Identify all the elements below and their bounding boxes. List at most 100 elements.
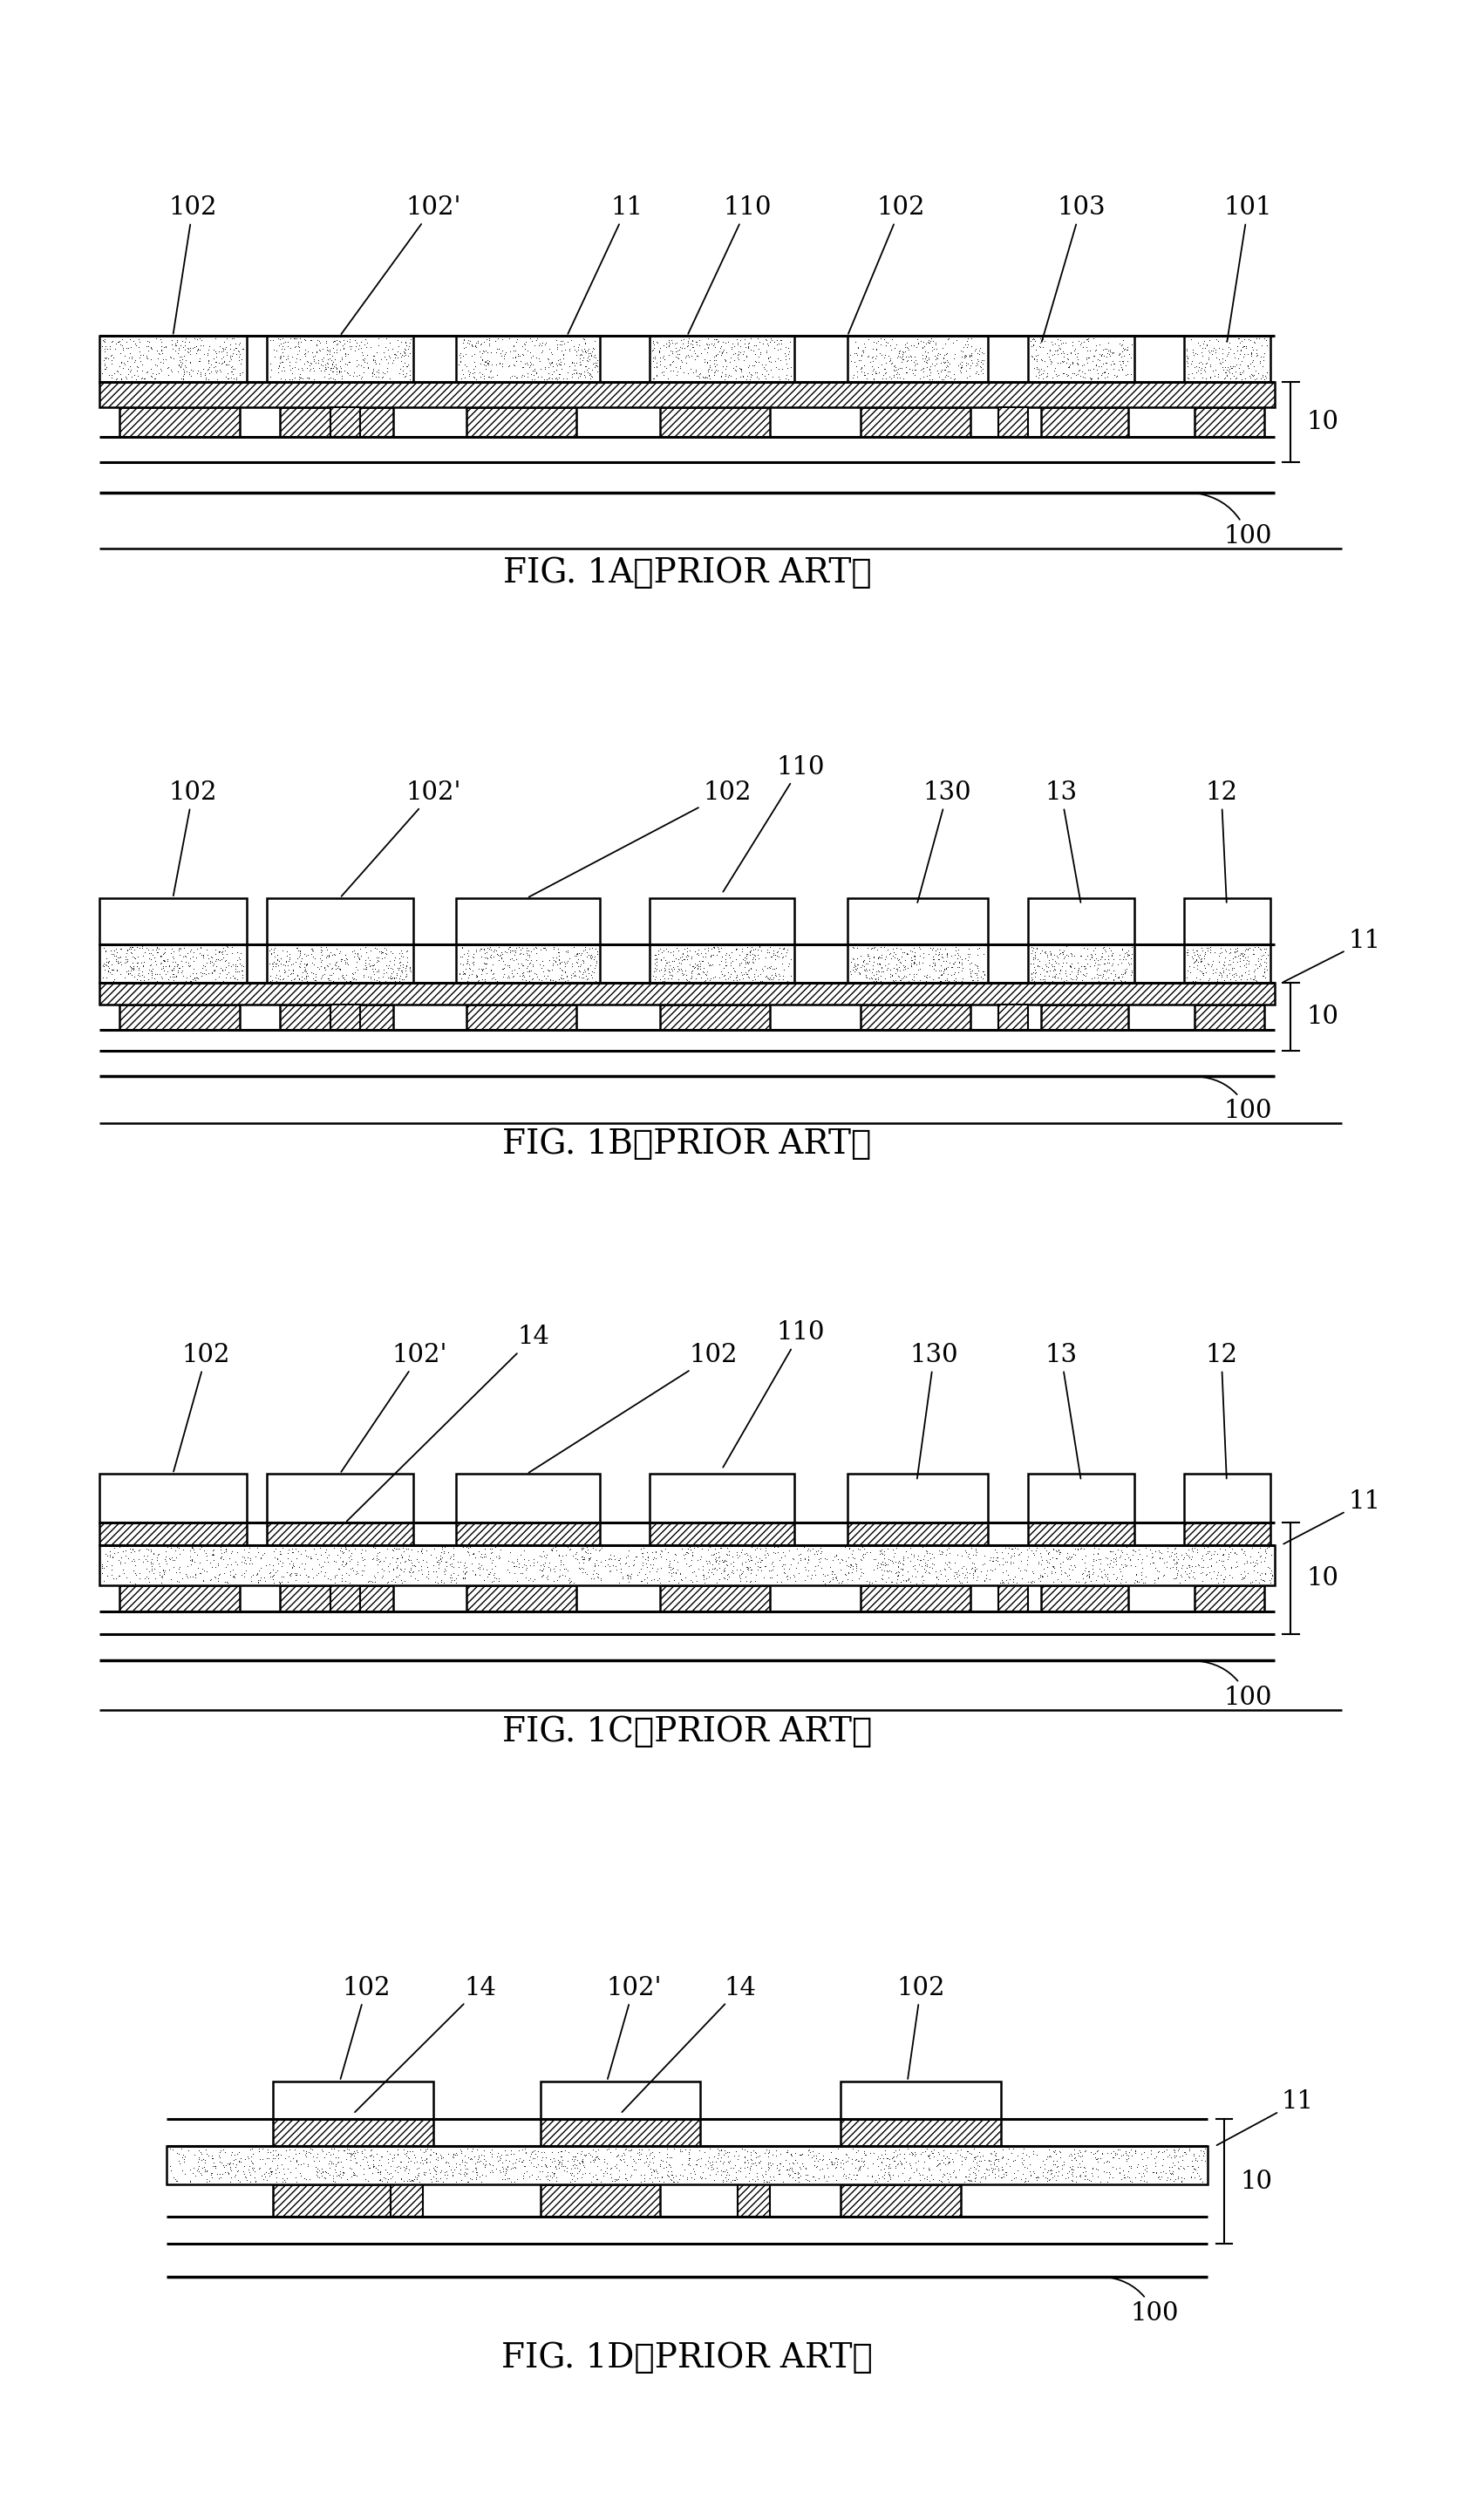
Point [749,2156,773,2196]
Point [956,1562,979,1602]
Point [1245,960,1269,1000]
Point [858,2133,881,2174]
Point [963,1534,987,1574]
Point [551,943,574,983]
Point [466,2136,490,2176]
Point [1175,935,1199,975]
Point [261,943,285,983]
Point [650,353,674,394]
Point [677,2131,700,2171]
Point [509,1552,533,1592]
Point [1034,356,1058,396]
Point [1071,2151,1095,2191]
Point [469,928,493,968]
Point [116,953,139,993]
Point [135,1537,159,1577]
Point [929,955,953,995]
Point [690,1549,714,1589]
Point [865,1547,889,1587]
Point [172,326,196,366]
Point [913,2159,936,2199]
Point [743,333,767,374]
Point [165,2161,188,2201]
Point [644,935,668,975]
Point [175,958,199,998]
Point [1233,1544,1257,1584]
Point [656,2156,680,2196]
Point [887,948,911,988]
Point [1174,2133,1198,2174]
Point [352,948,375,988]
Point [976,2141,1000,2181]
Point [401,2161,424,2201]
Point [742,943,766,983]
Point [1190,359,1214,399]
Point [562,331,586,371]
Point [873,958,896,998]
Point [278,938,301,978]
Point [1190,950,1214,990]
Point [1198,1532,1221,1572]
Point [264,331,288,371]
Point [1198,930,1221,970]
Point [1080,935,1104,975]
Point [537,940,561,980]
Point [390,1537,414,1577]
Point [735,943,758,983]
Point [712,955,736,995]
Point [902,1537,926,1577]
Point [948,343,972,384]
Point [242,2143,266,2184]
Point [172,359,196,399]
Point [129,336,153,376]
Point [573,323,597,364]
Point [654,2154,678,2194]
Point [390,1562,414,1602]
Point [148,943,172,983]
Point [662,1552,686,1592]
Point [387,948,411,988]
Point [788,2133,812,2174]
Point [886,1547,910,1587]
Point [1104,1559,1128,1599]
Point [340,1549,364,1589]
Point [942,960,966,1000]
Point [1143,1547,1166,1587]
Point [1086,2138,1110,2179]
Point [346,938,370,978]
Point [166,328,190,369]
Point [1086,1557,1110,1597]
Point [478,1552,502,1592]
Point [696,351,720,391]
Point [1030,341,1054,381]
Point [1095,343,1119,384]
Point [457,930,481,970]
Point [276,955,300,995]
Point [858,341,881,381]
Point [1131,1562,1155,1602]
Point [1199,1544,1223,1584]
Point [1241,930,1264,970]
Point [194,1532,218,1572]
Point [838,1544,862,1584]
Point [643,935,666,975]
Point [375,351,399,391]
Point [451,2154,475,2194]
Point [246,1562,270,1602]
Point [617,1532,641,1572]
Point [568,2143,592,2184]
Point [304,331,328,371]
Point [230,955,254,995]
Point [1186,950,1209,990]
Point [827,1562,850,1602]
Point [518,950,542,990]
Point [564,351,588,391]
Point [763,328,787,369]
Point [752,1547,776,1587]
Point [1091,955,1114,995]
Point [1089,346,1113,386]
Point [573,953,597,993]
Point [717,2159,741,2199]
Point [695,1542,718,1582]
Point [956,1537,979,1577]
